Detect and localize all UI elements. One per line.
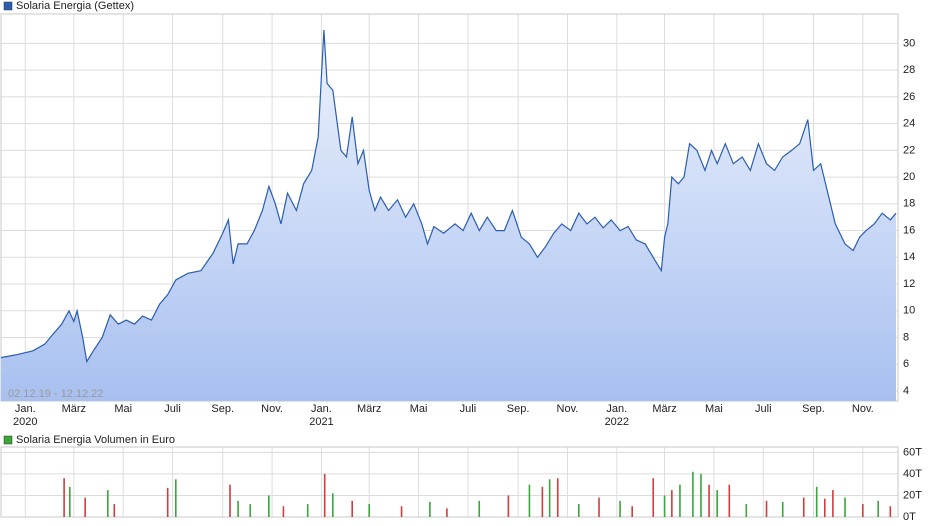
x-tick-label: Sep. bbox=[211, 403, 234, 415]
volume-bar bbox=[68, 486, 71, 517]
x-tick-label: Nov. bbox=[261, 403, 283, 415]
x-tick-label: März bbox=[62, 403, 86, 415]
volume-bar bbox=[679, 484, 681, 517]
volume-bar bbox=[556, 478, 559, 517]
volume-bar bbox=[107, 490, 109, 517]
y-tick-label: 4 bbox=[903, 385, 909, 397]
x-tick-label: März bbox=[357, 403, 381, 415]
x-year-label: 2021 bbox=[309, 416, 333, 428]
y-tick-label: 14 bbox=[903, 251, 915, 263]
volume-bar bbox=[548, 479, 551, 517]
volume-bar bbox=[229, 484, 231, 517]
date-range: 02.12.19 - 12.12.22 bbox=[8, 388, 103, 400]
y-tick-label: 8 bbox=[903, 331, 909, 343]
x-tick-label: März bbox=[652, 403, 676, 415]
price-area bbox=[1, 30, 896, 401]
x-tick-label: Sep. bbox=[507, 403, 530, 415]
x-tick-label: Juli bbox=[460, 403, 477, 415]
volume-bar bbox=[728, 484, 731, 517]
volume-bar bbox=[166, 487, 169, 517]
volume-bar bbox=[802, 497, 805, 517]
volume-bar bbox=[237, 500, 239, 517]
volume-bar bbox=[351, 500, 354, 517]
y-tick-label: 24 bbox=[903, 118, 915, 130]
volume-bar bbox=[889, 506, 892, 517]
y-tick-label: 20 bbox=[903, 171, 915, 183]
volume-bar bbox=[63, 478, 65, 517]
volume-bar bbox=[446, 508, 448, 517]
y-tick-label: 6 bbox=[903, 358, 909, 370]
x-year-label: 2020 bbox=[13, 416, 37, 428]
x-tick-label: Juli bbox=[164, 403, 181, 415]
volume-bar bbox=[84, 497, 86, 517]
volume-bar bbox=[368, 504, 370, 517]
x-tick-label: Mai bbox=[705, 403, 723, 415]
x-tick-label: Jan. bbox=[606, 403, 627, 415]
volume-bar bbox=[716, 490, 718, 517]
volume-bar bbox=[823, 498, 826, 517]
y-tick-label: 30 bbox=[903, 37, 915, 49]
x-tick-label: Nov. bbox=[557, 403, 579, 415]
x-tick-label: Juli bbox=[755, 403, 772, 415]
y-tick-label: 12 bbox=[903, 278, 915, 290]
x-tick-label: Jan. bbox=[311, 403, 332, 415]
volume-bar bbox=[577, 504, 580, 517]
x-tick-label: Mai bbox=[410, 403, 428, 415]
price-line bbox=[0, 29, 897, 364]
volume-bar bbox=[268, 495, 270, 517]
volume-bar bbox=[400, 506, 403, 517]
y-tick-label: 22 bbox=[903, 144, 915, 156]
volume-bar bbox=[507, 495, 510, 517]
y-tick-label: 60T bbox=[903, 446, 922, 458]
legend-swatch bbox=[3, 1, 13, 11]
y-tick-label: 10 bbox=[903, 305, 915, 317]
volume-bar bbox=[631, 506, 633, 517]
legend-swatch bbox=[3, 435, 13, 445]
volume-bar bbox=[652, 478, 655, 517]
volume-bar bbox=[692, 471, 694, 517]
legend-label: Solaria Energia Volumen in Euro bbox=[16, 434, 175, 446]
x-tick-label: Sep. bbox=[802, 403, 825, 415]
volume-bar bbox=[765, 500, 768, 517]
volume-bar bbox=[844, 497, 846, 517]
volume-bar bbox=[700, 473, 702, 517]
x-tick-label: Nov. bbox=[852, 403, 874, 415]
volume-bar bbox=[282, 506, 285, 517]
volume-bar bbox=[528, 484, 531, 517]
volume-bar bbox=[113, 504, 116, 517]
x-year-label: 2022 bbox=[605, 416, 629, 428]
volume-bar bbox=[708, 484, 710, 517]
volume-bar bbox=[598, 497, 600, 517]
volume-bar bbox=[323, 473, 326, 517]
legend-label: Solaria Energia (Gettex) bbox=[16, 0, 134, 12]
volume-bar bbox=[249, 504, 252, 517]
volume-bar bbox=[815, 486, 818, 517]
y-tick-label: 20T bbox=[903, 489, 922, 501]
y-tick-label: 0T bbox=[903, 511, 916, 523]
volume-bar bbox=[429, 501, 431, 517]
x-tick-label: Mai bbox=[114, 403, 132, 415]
volume-bar bbox=[174, 479, 177, 517]
y-tick-label: 16 bbox=[903, 224, 915, 236]
volume-bar bbox=[306, 504, 309, 517]
y-tick-label: 18 bbox=[903, 198, 915, 210]
volume-bar bbox=[478, 500, 481, 517]
x-tick-label: Jan. bbox=[15, 403, 36, 415]
volume-bar bbox=[331, 493, 334, 517]
volume-bar bbox=[663, 495, 666, 517]
volume-bar bbox=[877, 500, 879, 517]
y-tick-label: 40T bbox=[903, 468, 922, 480]
y-tick-label: 26 bbox=[903, 91, 915, 103]
volume-bar bbox=[745, 504, 748, 517]
plot-frame bbox=[0, 446, 899, 518]
volume-bar bbox=[671, 490, 673, 517]
volume-bar bbox=[832, 490, 834, 517]
volume-bar bbox=[781, 501, 784, 517]
volume-bar bbox=[862, 504, 864, 517]
volume-bar bbox=[541, 486, 544, 517]
y-tick-label: 28 bbox=[903, 64, 915, 76]
volume-bar bbox=[619, 500, 621, 517]
